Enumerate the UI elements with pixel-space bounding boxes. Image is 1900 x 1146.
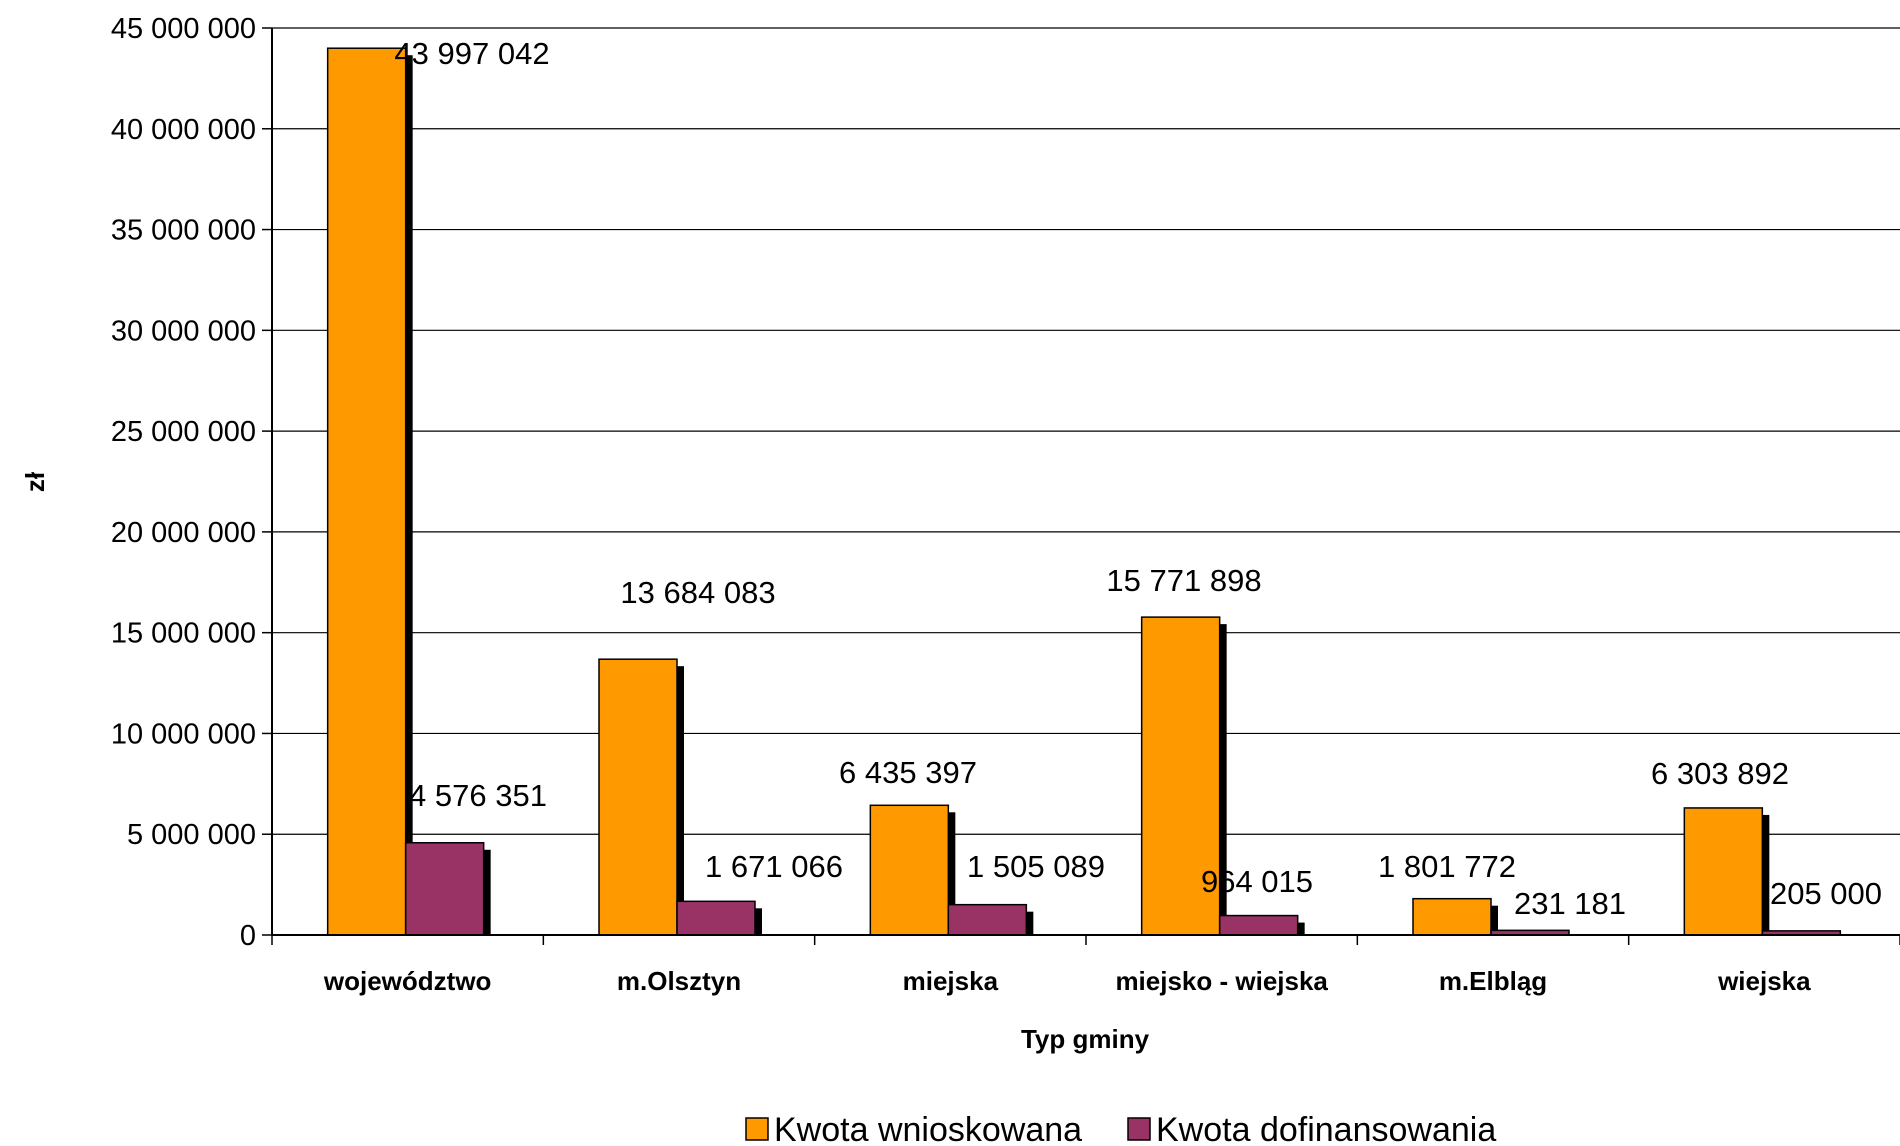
gridlines bbox=[272, 27, 1900, 835]
legend-swatch-kwota-dofinansowania bbox=[1127, 1117, 1151, 1141]
data-label-kwota-wnioskowana: 13 684 083 bbox=[620, 575, 775, 610]
bar-kwota-dofinansowania bbox=[404, 842, 485, 936]
x-axis-category-labels: województwo m.Olsztyn miejska miejsko - wie… bbox=[323, 966, 1811, 996]
bar-kwota-dofinansowania bbox=[947, 903, 1028, 936]
bar-kwota-wnioskowana bbox=[598, 658, 678, 936]
data-label-kwota-dofinansowania: 1 671 066 bbox=[705, 849, 843, 884]
y-tick-label: 30 000 000 bbox=[111, 315, 256, 347]
bar-kwota-wnioskowana bbox=[326, 47, 407, 936]
data-labels: 43 997 042 4 576 351 13 684 083 1 671 066 6 … bbox=[394, 36, 1882, 921]
bar-kwota-wnioskowana bbox=[1140, 616, 1221, 936]
data-label-kwota-dofinansowania: 964 015 bbox=[1201, 864, 1313, 899]
data-label-kwota-wnioskowana: 43 997 042 bbox=[394, 36, 549, 71]
y-tick-label: 15 000 000 bbox=[111, 618, 256, 650]
data-label-kwota-wnioskowana: 15 771 898 bbox=[1106, 563, 1261, 598]
axes bbox=[262, 27, 1900, 945]
data-label-kwota-wnioskowana: 6 435 397 bbox=[839, 755, 977, 790]
category-label: województwo bbox=[323, 966, 492, 996]
data-label-kwota-dofinansowania: 205 000 bbox=[1770, 876, 1882, 911]
category-label: m.Elbląg bbox=[1439, 966, 1547, 996]
y-tick-label: 5 000 000 bbox=[127, 819, 256, 851]
legend-label-kwota-wnioskowana: Kwota wnioskowana bbox=[774, 1111, 1082, 1146]
bar-kwota-wnioskowana bbox=[1683, 807, 1764, 936]
category-label: miejsko - wiejska bbox=[1115, 966, 1328, 996]
y-tick-label: 10 000 000 bbox=[111, 718, 256, 750]
data-label-kwota-wnioskowana: 6 303 892 bbox=[1651, 756, 1789, 791]
bar-kwota-wnioskowana bbox=[869, 804, 950, 936]
y-tick-label: 45 000 000 bbox=[111, 13, 256, 45]
category-label: m.Olsztyn bbox=[617, 966, 741, 996]
bar-kwota-wnioskowana bbox=[1412, 897, 1492, 936]
data-label-kwota-dofinansowania: 4 576 351 bbox=[409, 778, 547, 813]
y-axis-title: zł bbox=[20, 471, 50, 492]
y-tick-label: 35 000 000 bbox=[111, 215, 256, 247]
category-label: wiejska bbox=[1717, 966, 1811, 996]
category-label: miejska bbox=[903, 966, 999, 996]
y-tick-label: 40 000 000 bbox=[111, 114, 256, 146]
y-tick-label: 0 bbox=[240, 920, 256, 952]
legend-swatch-kwota-wnioskowana bbox=[745, 1117, 769, 1141]
y-tick-label: 25 000 000 bbox=[111, 416, 256, 448]
x-axis-title: Typ gminy bbox=[1021, 1024, 1150, 1054]
data-label-kwota-dofinansowania: 1 505 089 bbox=[967, 849, 1105, 884]
data-label-kwota-dofinansowania: 231 181 bbox=[1514, 886, 1626, 921]
bar-kwota-dofinansowania bbox=[1218, 914, 1299, 936]
y-tick-label: 20 000 000 bbox=[111, 517, 256, 549]
bar-kwota-dofinansowania bbox=[676, 900, 756, 936]
data-label-kwota-wnioskowana: 1 801 772 bbox=[1378, 849, 1516, 884]
legend: Kwota wnioskowana Kwota dofinansowania bbox=[745, 1111, 1496, 1146]
y-axis-tick-labels: 0 5 000 000 10 000 000 15 000 000 20 000 000… bbox=[111, 13, 256, 952]
bars bbox=[326, 47, 1842, 936]
legend-label-kwota-dofinansowania: Kwota dofinansowania bbox=[1156, 1111, 1496, 1146]
